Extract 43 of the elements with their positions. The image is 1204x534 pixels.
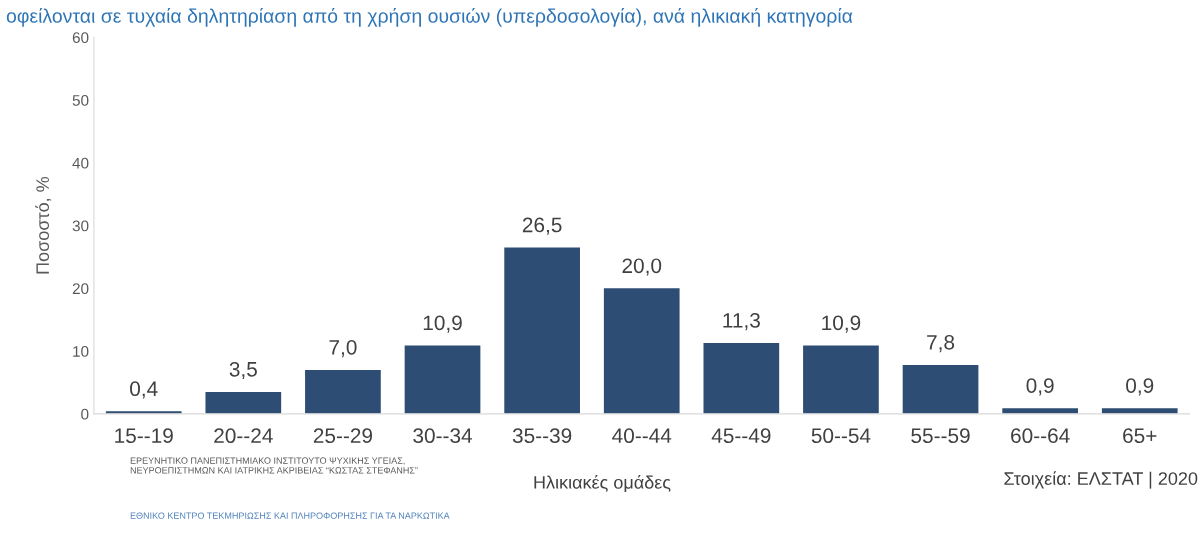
bar <box>902 364 979 414</box>
text: ΕΘΝΙΚΟ ΚΕΝΤΡΟ ΤΕΚΜΗΡΙΩΣΗΣ ΚΑΙ ΠΛΗΡΟΦΟΡΗΣΗΣ ΓΙΑ ΤΑ ΝΑΡΚΩΤΙΚΑ <box>130 512 450 519</box>
text: ΕΡΕΥΝΗΤΙΚΟ ΠΑΝΕΠΙΣΤΗΜΙΑΚΟ ΙΝΣΤΙΤΟΥΤΟ ΨΥΧΙΚΗΣ ΥΓΕΙΑΣ, ΝΕΥΡΟΕΠΙΣΤΗΜΩΝ ΚΑΙ ΙΑΤΡΙΚΗΣ ΑΚΡΙΒΕΙΑΣ “ΚΩΣΤΑΣ ΣΤΕΦΑΝΗΣ” <box>130 457 418 474</box>
data-label: 0,9 <box>1126 378 1154 396</box>
y-tick-label: 60 <box>72 32 89 44</box>
data-label: 0,9 <box>1026 378 1054 396</box>
data-label: 7,8 <box>927 334 955 353</box>
bar <box>504 247 580 414</box>
data-label: 7,0 <box>329 339 357 358</box>
data-label: 10,9 <box>822 315 861 333</box>
data-label: 11,3 <box>723 312 760 331</box>
x-tick-label: 35--39 <box>512 428 572 444</box>
x-tick-label: 55--59 <box>911 428 970 444</box>
bar <box>305 369 381 414</box>
y-tick-label: 30 <box>72 220 89 232</box>
y-tick-label: 50 <box>72 94 89 106</box>
x-tick-label: 50--54 <box>811 428 871 444</box>
text: Στοιχεία: ΕΛΣΤΑΤ | 2020 <box>1004 471 1198 489</box>
y-tick-label: 40 <box>72 157 89 169</box>
x-axis-title: Ηλικιακές ομάδες <box>534 475 671 493</box>
bar <box>803 345 879 414</box>
bar <box>205 391 282 414</box>
x-tick-label: 15--19 <box>115 428 173 444</box>
data-label: 0,4 <box>130 381 158 399</box>
x-tick-label: 40--44 <box>612 428 672 444</box>
x-tick-label: 25--29 <box>313 428 373 444</box>
bar <box>603 288 680 414</box>
data-label: 20,0 <box>622 258 662 276</box>
data-label: 26,5 <box>522 217 562 235</box>
bar <box>404 345 481 414</box>
data-label: 10,9 <box>423 315 462 333</box>
y-tick-label: 10 <box>73 345 89 357</box>
y-tick-label: 0 <box>81 408 89 420</box>
y-tick-label: 20 <box>72 283 89 295</box>
bar <box>703 342 780 414</box>
data-label: 3,5 <box>229 361 257 380</box>
x-tick-label: 65+ <box>1123 428 1157 444</box>
x-tick-label: 45--49 <box>711 428 771 444</box>
chart-title: οφείλονται σε τυχαία δηλητηρίαση από τη χρήση ουσιών (υπερδοσολογία), ανά ηλικιακή κατηγορία <box>6 8 853 27</box>
x-tick-label: 20--24 <box>214 428 273 444</box>
x-tick-label: 60--64 <box>1011 428 1070 444</box>
x-tick-label: 30--34 <box>413 428 473 444</box>
y-axis-title: Ποσοστό, % <box>35 176 52 274</box>
